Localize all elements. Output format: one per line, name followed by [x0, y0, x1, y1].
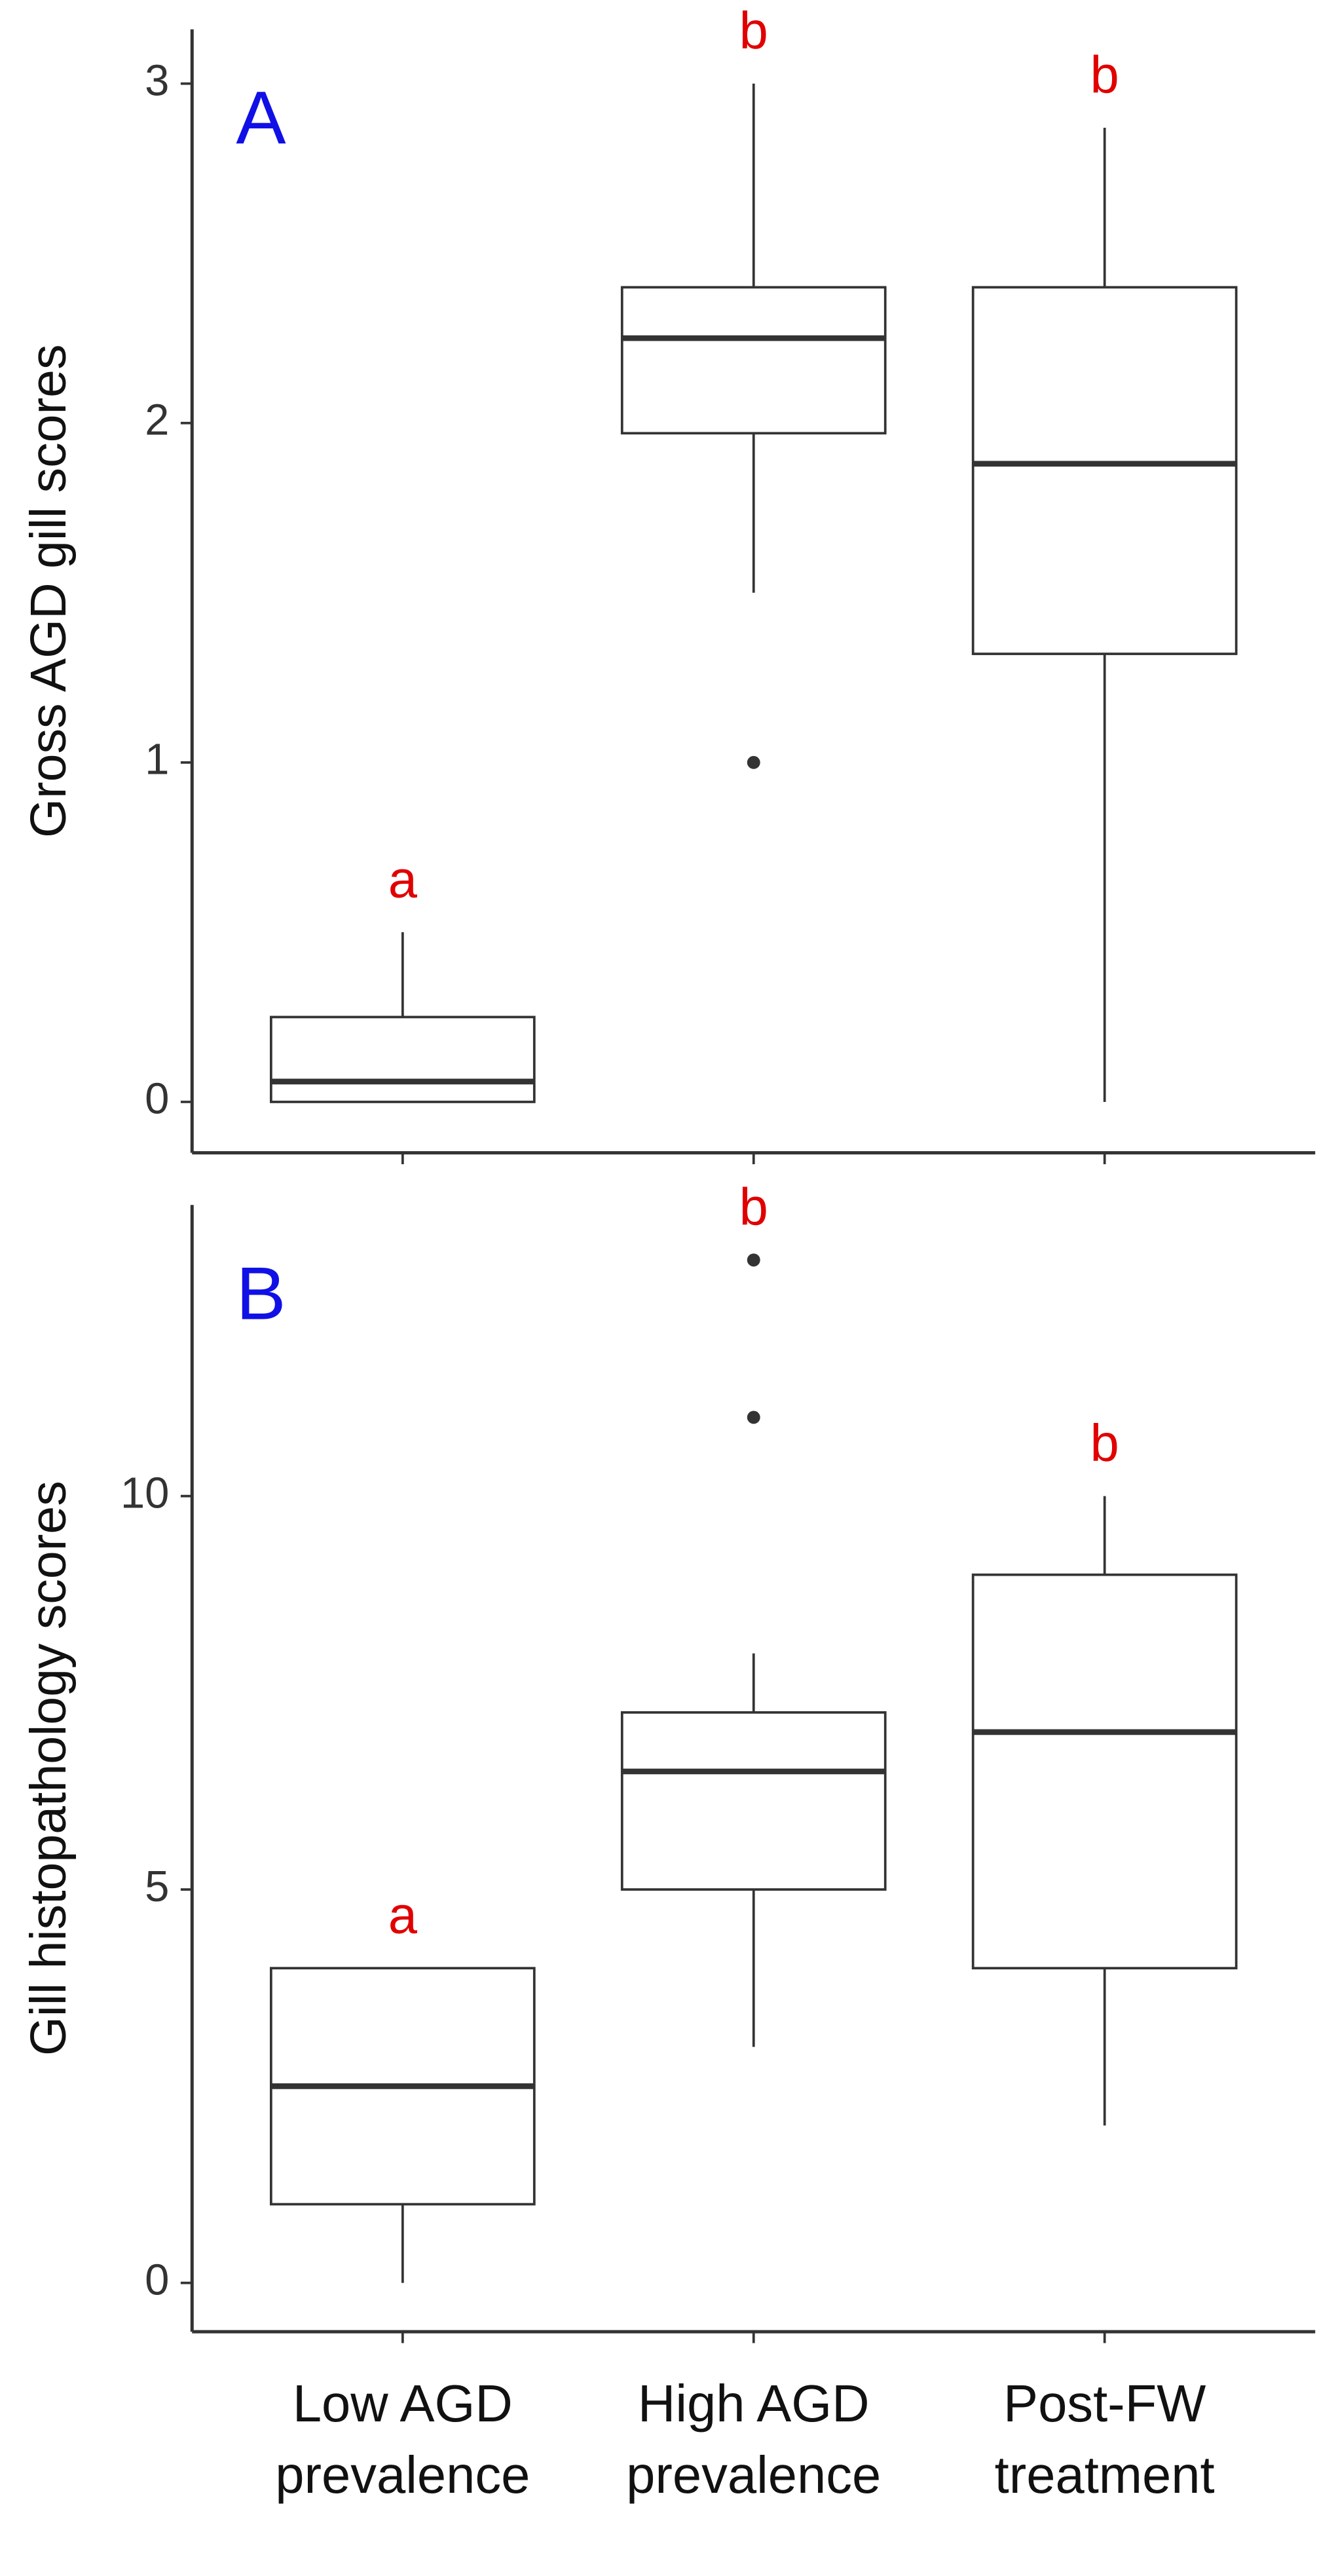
significance-letter: b [739, 1, 768, 60]
box [269, 1015, 536, 1103]
significance-letter: a [388, 850, 418, 908]
y-axis-title: Gill histopathology scores [20, 1481, 77, 2056]
x-tick-label: Low AGD prevalence [275, 2374, 530, 2505]
significance-letter: b [1090, 45, 1119, 104]
y-tick-label: 3 [145, 56, 169, 105]
y-axis-title: Gross AGD gill scores [20, 345, 77, 838]
box [971, 1573, 1238, 1970]
box [971, 286, 1238, 655]
y-tick-label: 1 [145, 735, 169, 784]
significance-letter: b [739, 1178, 768, 1236]
outlier [747, 755, 760, 769]
y-tick-label: 2 [145, 395, 169, 444]
y-tick-label: 0 [145, 2255, 169, 2304]
y-tick-label: 5 [145, 1862, 169, 1911]
x-tick-label: Post-FW treatment [994, 2374, 1215, 2505]
outlier [747, 1411, 760, 1424]
box [620, 286, 887, 435]
box [620, 1711, 887, 1891]
outlier [747, 1253, 760, 1267]
y-tick-label: 0 [145, 1074, 169, 1124]
panel-label: A [236, 77, 286, 160]
significance-letter: a [388, 1886, 418, 1944]
x-tick-label: High AGD prevalence [626, 2374, 882, 2505]
y-tick-label: 10 [121, 1468, 170, 1517]
panel-label: B [236, 1253, 286, 1336]
significance-letter: b [1090, 1414, 1119, 1472]
